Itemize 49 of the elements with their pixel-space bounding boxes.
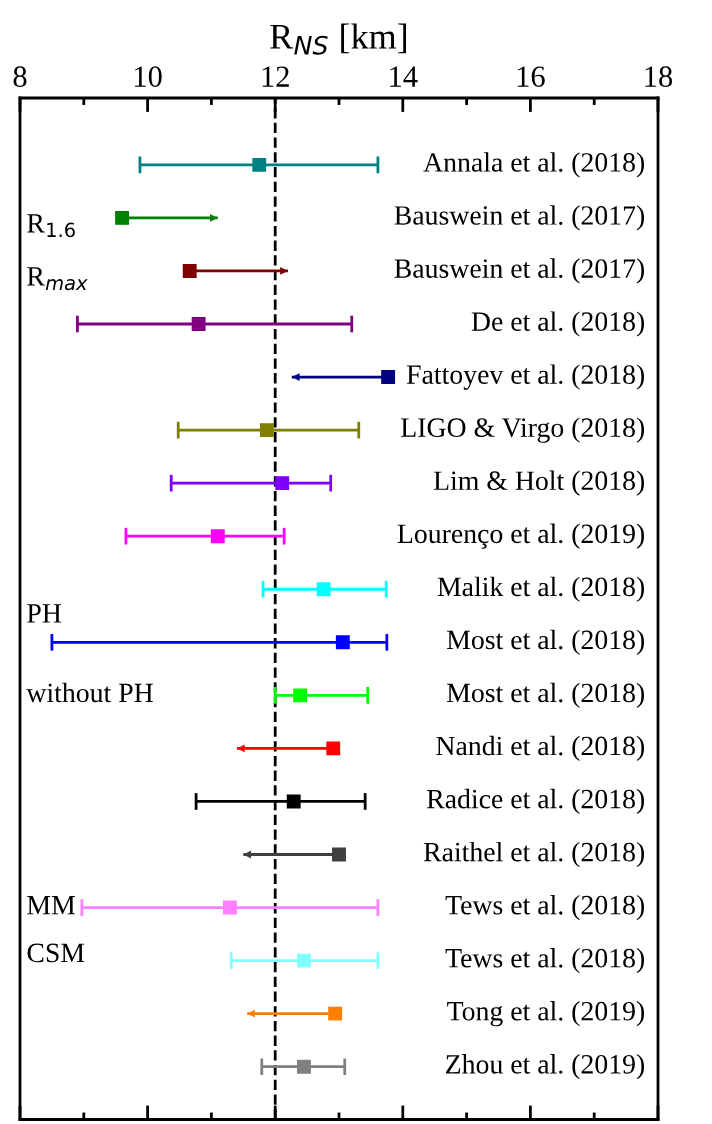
point [115, 210, 130, 225]
y-tick-label: Most et al. (2018) [446, 682, 645, 708]
point [316, 582, 331, 597]
y-tick-label: Annala et al. (2018) [423, 152, 645, 178]
x-tick-label: 16 [517, 66, 545, 87]
y-tick-label: Malik et al. (2018) [437, 576, 645, 602]
point [328, 1006, 343, 1021]
y-tick-label: LIGO & Virgo (2018) [401, 417, 645, 443]
point [286, 794, 301, 809]
point [210, 529, 225, 544]
point [335, 635, 350, 650]
y-tick-label: Radice et al. (2018) [426, 788, 645, 815]
y-tick-label: Bauswein et al. (2017) [394, 205, 645, 231]
y-tick-label: Most et al. (2018) [446, 629, 645, 655]
point [191, 317, 206, 331]
point [296, 1059, 311, 1074]
y-tick-label: Fattoyev et al. (2018) [406, 364, 645, 390]
x-tick-label: 10 [135, 66, 162, 87]
x-axis-title: R$_{NS}$ [km] [270, 23, 407, 55]
x-tick-label: 18 [645, 66, 673, 87]
point [182, 264, 197, 278]
point [222, 900, 237, 915]
y-tick-label: Raithel et al. (2018) [423, 841, 645, 868]
annotation: without PH [26, 682, 153, 703]
point [293, 688, 308, 703]
annotation: MM [27, 896, 75, 915]
annotation: PH [27, 604, 62, 623]
y-tick-label: Bauswein et al. (2017) [394, 258, 645, 284]
point [252, 157, 267, 172]
point [381, 370, 396, 384]
y-tick-label: Lourenço et al. (2019) [397, 523, 645, 549]
annotation: CSM [27, 943, 85, 963]
y-tick-label: De et al. (2018) [471, 311, 645, 337]
y-tick-label: Lim & Holt (2018) [433, 470, 645, 496]
x-tick-label: 14 [390, 66, 418, 87]
point [326, 741, 341, 756]
y-tick-label: Nandi et al. (2018) [436, 735, 645, 762]
y-tick-label: Tews et al. (2018) [445, 948, 645, 974]
annotation: R$_{max}$ [27, 267, 88, 291]
x-tick-label: 8 [13, 66, 27, 87]
point [275, 476, 290, 491]
y-tick-label: Tews et al. (2018) [445, 894, 645, 921]
x-tick-label: 12 [262, 66, 289, 87]
point [296, 953, 311, 968]
point [259, 423, 274, 438]
y-tick-label: Tong et al. (2019) [447, 1001, 645, 1027]
point [332, 847, 346, 862]
y-tick-label: Zhou et al. (2019) [446, 1054, 645, 1080]
annotation: R$_{1.6}$ [27, 214, 75, 238]
